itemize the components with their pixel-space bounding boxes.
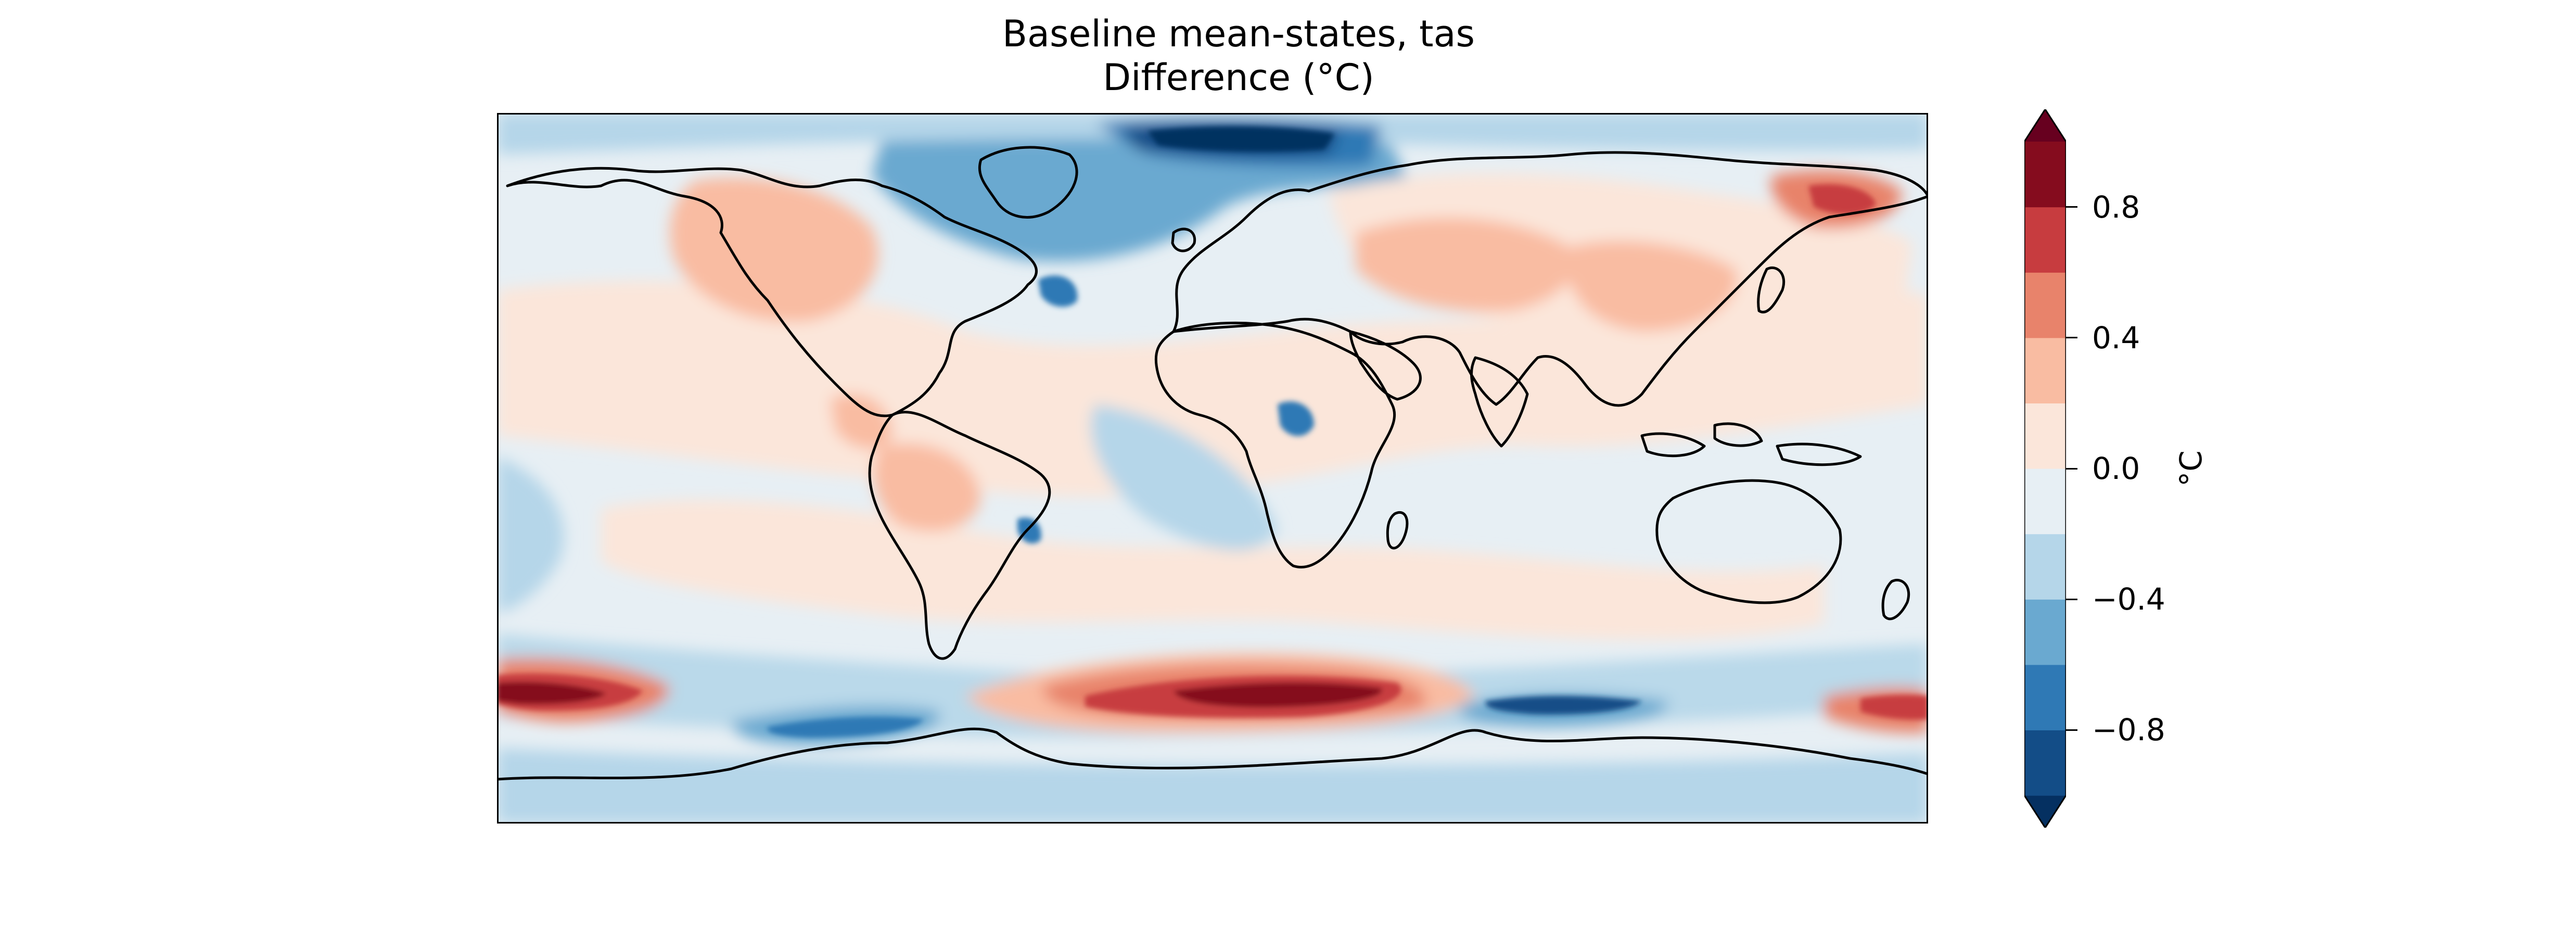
colorbar-segment <box>2024 664 2066 730</box>
colorbar-tick-label: 0.0 <box>2092 451 2140 486</box>
anomaly-field <box>497 113 1928 824</box>
colorbar-segment <box>2024 207 2066 273</box>
colorbar-segment <box>2024 599 2066 665</box>
chart-subtitle: Difference (°C) <box>1103 56 1374 99</box>
colorbar-tick-label: 0.4 <box>2092 320 2140 356</box>
colorbar-tick-label: 0.8 <box>2092 189 2140 225</box>
colorbar-tick-mark <box>2066 729 2077 731</box>
colorbar <box>2024 109 2066 828</box>
colorbar-tick-label: −0.4 <box>2092 581 2165 617</box>
coastlines <box>497 146 1928 781</box>
colorbar-tick-mark <box>2066 467 2077 470</box>
colorbar-tick-mark <box>2066 337 2077 339</box>
colorbar-tick-label: −0.8 <box>2092 712 2165 748</box>
colorbar-segment <box>2024 534 2066 600</box>
colorbar-tick-mark <box>2066 598 2077 600</box>
colorbar-unit-label: °C <box>2173 450 2209 487</box>
colorbar-segment <box>2024 468 2066 535</box>
global-map <box>497 113 1928 824</box>
anomaly-extremes <box>497 126 1928 738</box>
chart-title: Baseline mean-states, tas <box>1002 12 1475 55</box>
colorbar-segment <box>2024 337 2066 403</box>
colorbar-extend-high <box>2024 109 2066 142</box>
colorbar-segment <box>2024 142 2066 208</box>
colorbar-segment <box>2024 272 2066 338</box>
map-border <box>497 113 1928 824</box>
colorbar-extend-low <box>2024 795 2066 828</box>
colorbar-tick-mark <box>2066 206 2077 208</box>
colorbar-segment <box>2024 403 2066 469</box>
colorbar-segment <box>2024 730 2066 796</box>
